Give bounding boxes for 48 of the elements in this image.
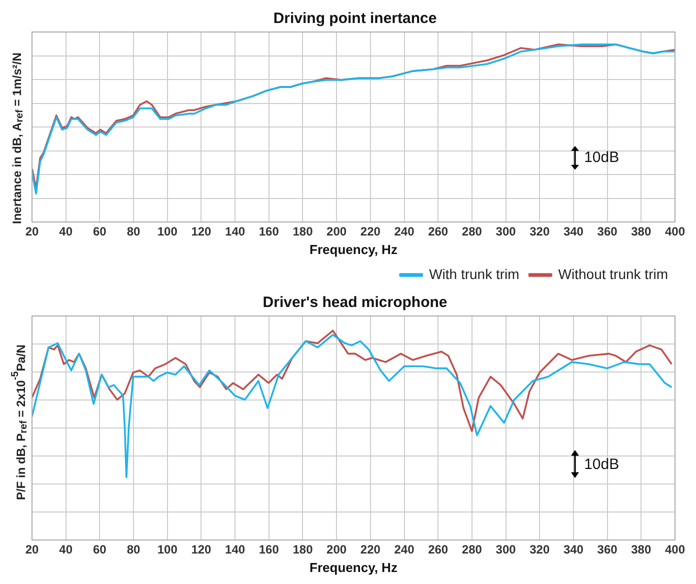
x-tick-label: 300 — [496, 542, 516, 557]
x-tick-label: 140 — [225, 542, 246, 557]
chart-title: Driver's head microphone — [262, 294, 448, 312]
x-tick-label: 340 — [563, 542, 584, 557]
x-tick-label: 140 — [225, 224, 246, 239]
x-tick-label: 360 — [597, 224, 618, 239]
x-tick-label: 20 — [25, 224, 39, 239]
annotation: 10dB — [584, 149, 620, 166]
x-tick-label: 40 — [59, 224, 73, 239]
x-tick-label: 200 — [326, 542, 347, 557]
x-axis-title: Frequency, Hz — [310, 242, 398, 257]
annotation: 10dB — [584, 456, 620, 473]
x-tick-label: 240 — [394, 542, 415, 557]
x-tick-label: 400 — [664, 224, 686, 239]
x-tick-label: 280 — [462, 224, 482, 239]
x-tick-label: 60 — [93, 542, 107, 557]
x-tick-label: 220 — [360, 224, 381, 239]
legend-label: With trunk trim — [429, 266, 520, 282]
x-tick-label: 360 — [597, 542, 618, 557]
x-tick-label: 120 — [191, 224, 212, 239]
x-tick-label: 20 — [25, 542, 39, 557]
x-tick-label: 180 — [292, 542, 314, 557]
x-tick-label: 180 — [292, 224, 314, 239]
x-tick-label: 400 — [664, 542, 686, 557]
x-tick-label: 80 — [126, 224, 141, 239]
x-tick-label: 160 — [258, 224, 280, 239]
x-tick-label: 380 — [631, 224, 652, 239]
x-tick-label: 200 — [326, 224, 347, 239]
x-tick-label: 160 — [258, 542, 280, 557]
x-axis-title: Frequency, Hz — [310, 560, 398, 575]
x-tick-label: 340 — [563, 224, 584, 239]
x-tick-label: 300 — [496, 224, 516, 239]
x-tick-label: 320 — [530, 542, 550, 557]
x-tick-label: 280 — [462, 542, 482, 557]
x-tick-label: 40 — [59, 542, 73, 557]
x-tick-label: 120 — [191, 542, 212, 557]
x-tick-label: 380 — [631, 542, 652, 557]
x-tick-label: 100 — [157, 224, 178, 239]
x-tick-label: 260 — [428, 224, 448, 239]
x-tick-label: 80 — [126, 542, 141, 557]
x-tick-label: 100 — [157, 542, 178, 557]
x-tick-label: 220 — [360, 542, 381, 557]
chart-title: Driving point inertance — [273, 10, 437, 28]
x-tick-label: 240 — [394, 224, 415, 239]
x-tick-label: 320 — [530, 224, 550, 239]
x-tick-label: 60 — [93, 224, 107, 239]
x-tick-label: 260 — [428, 542, 448, 557]
legend-label: Without trunk trim — [558, 266, 668, 282]
